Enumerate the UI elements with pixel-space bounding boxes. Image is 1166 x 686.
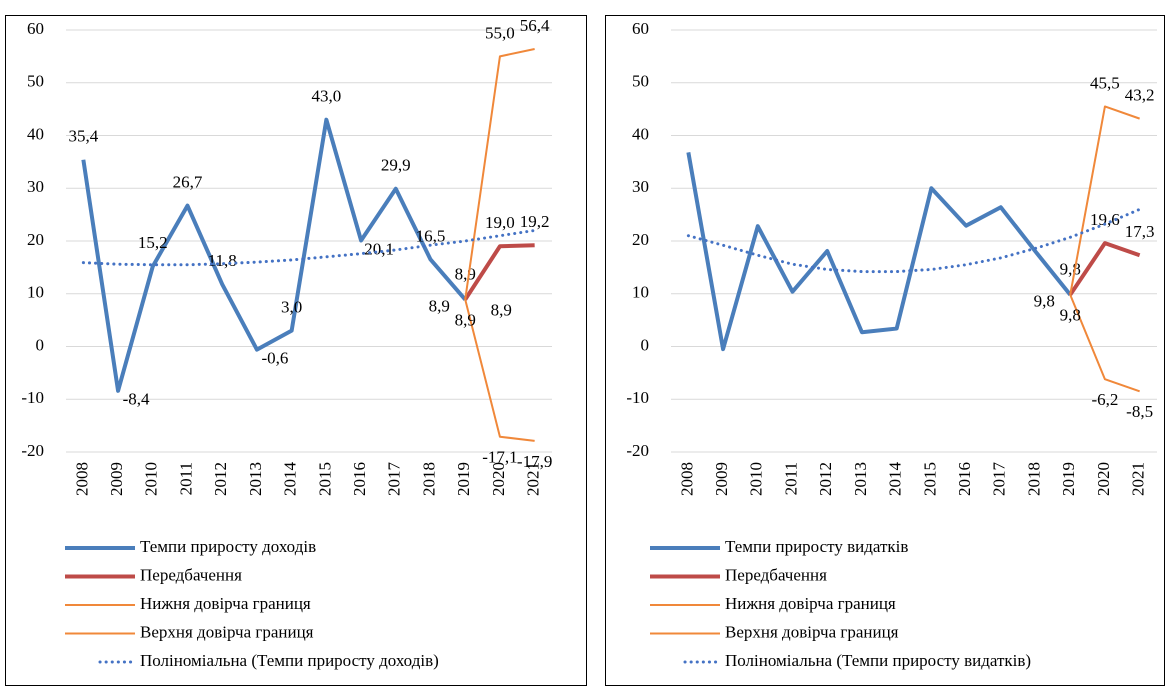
x-tick-label: 2012 bbox=[211, 462, 230, 496]
y-tick-label: 60 bbox=[632, 19, 649, 38]
legend-label: Поліноміальна (Темпи приросту доходів) bbox=[140, 651, 439, 670]
x-tick-label: 2013 bbox=[851, 462, 870, 496]
series-line bbox=[81, 228, 537, 267]
series-line bbox=[463, 243, 535, 301]
chart-frame bbox=[5, 15, 587, 686]
y-tick-label: 30 bbox=[27, 177, 44, 196]
series-line bbox=[686, 152, 1072, 352]
y-tick-label: 40 bbox=[632, 124, 649, 143]
data-label: -0,6 bbox=[261, 349, 288, 368]
data-label: 19,6 bbox=[1090, 210, 1120, 229]
x-tick-label: 2017 bbox=[990, 461, 1009, 496]
data-label: 8,9 bbox=[491, 300, 512, 319]
legend-label: Верхня довірча границя bbox=[725, 622, 899, 641]
legend-label: Верхня довірча границя bbox=[140, 622, 314, 641]
data-label: 19,2 bbox=[520, 212, 550, 231]
data-label: -8,5 bbox=[1126, 402, 1153, 421]
data-label: -17,1 bbox=[482, 448, 517, 467]
series-line bbox=[686, 207, 1142, 274]
data-label: 9,8 bbox=[1034, 292, 1055, 311]
y-tick-label: 60 bbox=[27, 19, 44, 38]
x-tick-label: 2014 bbox=[281, 462, 300, 497]
data-label: 20,1 bbox=[364, 239, 394, 258]
legend-label: Нижня довірча границя bbox=[725, 594, 896, 613]
series-line bbox=[464, 48, 535, 300]
data-label: 8,9 bbox=[455, 264, 476, 283]
data-label: 56,4 bbox=[520, 16, 550, 35]
data-label: 29,9 bbox=[381, 156, 411, 175]
x-tick-label: 2016 bbox=[955, 462, 974, 496]
x-tick-label: 2016 bbox=[350, 462, 369, 496]
data-label: 43,0 bbox=[311, 87, 341, 106]
x-tick-label: 2011 bbox=[781, 462, 800, 495]
x-tick-label: 2021 bbox=[524, 462, 543, 496]
data-label: -8,4 bbox=[123, 390, 150, 409]
data-label: 17,3 bbox=[1125, 222, 1155, 241]
x-tick-label: 2018 bbox=[1024, 462, 1043, 496]
data-label: 15,2 bbox=[138, 233, 168, 252]
x-tick-label: 2011 bbox=[176, 462, 195, 495]
data-label: 3,0 bbox=[281, 298, 302, 317]
data-label: 45,5 bbox=[1090, 73, 1120, 92]
data-label: -17,9 bbox=[517, 452, 552, 471]
data-label: 11,8 bbox=[208, 251, 237, 270]
series-line bbox=[1069, 294, 1140, 393]
y-tick-label: -20 bbox=[21, 441, 44, 460]
data-label: 26,7 bbox=[173, 173, 203, 192]
x-tick-label: 2015 bbox=[315, 462, 334, 496]
x-tick-label: 2018 bbox=[419, 462, 438, 496]
legend-label: Нижня довірча границя bbox=[140, 594, 311, 613]
x-tick-label: 2019 bbox=[1059, 462, 1078, 496]
legend-label: Темпи приросту доходів bbox=[140, 537, 316, 556]
x-tick-label: 2017 bbox=[385, 462, 404, 497]
data-label: 9,8 bbox=[1060, 306, 1081, 325]
y-tick-label: 0 bbox=[641, 335, 650, 354]
legend-label: Темпи приросту видатків bbox=[725, 537, 908, 556]
x-tick-label: 2019 bbox=[454, 462, 473, 496]
y-tick-label: 40 bbox=[27, 124, 44, 143]
y-tick-label: 0 bbox=[36, 335, 45, 354]
legend-label: Передбачення bbox=[140, 565, 242, 584]
x-tick-label: 2020 bbox=[489, 462, 508, 496]
x-tick-label: 2008 bbox=[677, 462, 696, 496]
x-tick-label: 2020 bbox=[1094, 462, 1113, 496]
y-tick-label: 10 bbox=[27, 283, 44, 302]
series-line bbox=[464, 299, 535, 442]
y-tick-label: 30 bbox=[632, 177, 649, 196]
data-label: 16,5 bbox=[416, 226, 446, 245]
data-label: 19,0 bbox=[485, 213, 515, 232]
series-line bbox=[81, 117, 467, 393]
y-tick-label: -20 bbox=[626, 441, 649, 460]
x-tick-label: 2012 bbox=[816, 462, 835, 496]
y-tick-label: 20 bbox=[632, 230, 649, 249]
y-tick-label: -10 bbox=[626, 388, 649, 407]
data-label: 35,4 bbox=[68, 127, 98, 146]
data-label: 55,0 bbox=[485, 23, 515, 42]
data-label: 9,8 bbox=[1060, 260, 1081, 279]
y-tick-label: -10 bbox=[21, 388, 44, 407]
data-label: 8,9 bbox=[455, 310, 476, 329]
y-tick-label: 50 bbox=[632, 72, 649, 91]
x-tick-label: 2015 bbox=[920, 462, 939, 496]
x-tick-label: 2010 bbox=[142, 462, 161, 496]
data-label: 43,2 bbox=[1125, 86, 1155, 105]
y-tick-label: 20 bbox=[27, 230, 44, 249]
x-tick-label: 2009 bbox=[712, 462, 731, 496]
chart-frame bbox=[605, 15, 1165, 686]
x-tick-label: 2021 bbox=[1129, 462, 1148, 496]
x-tick-label: 2013 bbox=[246, 462, 265, 496]
legend-label: Передбачення bbox=[725, 565, 827, 584]
series-line bbox=[1068, 241, 1141, 296]
x-tick-label: 2014 bbox=[886, 462, 905, 497]
data-label: 8,9 bbox=[429, 296, 450, 315]
y-tick-label: 10 bbox=[632, 283, 649, 302]
legend-label: Поліноміальна (Темпи приросту видатків) bbox=[725, 651, 1031, 670]
x-tick-label: 2010 bbox=[747, 462, 766, 496]
x-tick-label: 2008 bbox=[72, 462, 91, 496]
data-label: -6,2 bbox=[1091, 390, 1118, 409]
y-tick-label: 50 bbox=[27, 72, 44, 91]
x-tick-label: 2009 bbox=[107, 462, 126, 496]
